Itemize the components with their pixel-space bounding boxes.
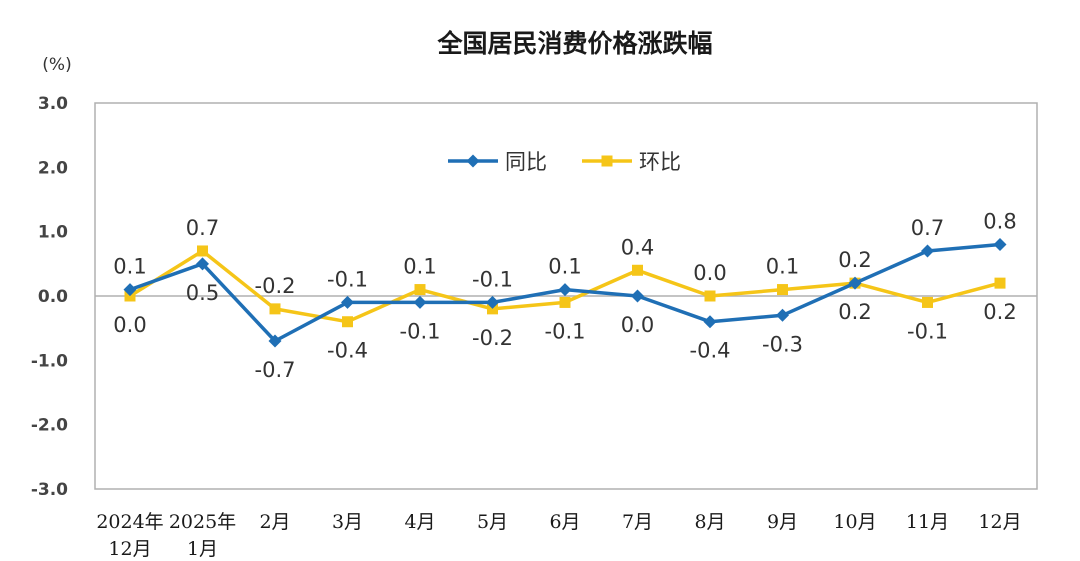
data-label: 0.0 <box>693 261 726 285</box>
series-marker-0 <box>703 315 717 329</box>
series-marker-0 <box>558 283 572 297</box>
y-tick-label: 0.0 <box>38 287 68 307</box>
data-label: -0.1 <box>545 319 586 343</box>
legend-marker-0 <box>466 154 480 168</box>
y-tick-label: -2.0 <box>31 416 68 436</box>
series-marker-0 <box>268 334 282 348</box>
x-tick-label: 7月 <box>622 511 653 533</box>
data-label: 0.2 <box>983 300 1016 324</box>
data-label: -0.4 <box>327 339 368 363</box>
legend: 同比 环比 <box>448 150 681 174</box>
x-tick-label: 5月 <box>477 511 508 533</box>
data-label: -0.1 <box>327 267 368 291</box>
legend-marker-1 <box>601 155 613 167</box>
x-tick-label: 8月 <box>694 511 725 533</box>
data-label: 0.1 <box>766 255 799 279</box>
series-marker-0 <box>921 244 934 258</box>
series-marker-1 <box>704 290 716 302</box>
x-tick-label: 2024年 12月 <box>96 511 163 560</box>
data-label: -0.1 <box>472 267 513 291</box>
series-marker-1 <box>342 316 353 328</box>
data-label: 0.0 <box>621 313 654 337</box>
data-label: -0.2 <box>255 274 296 298</box>
series-marker-1 <box>994 277 1006 289</box>
data-label: 0.4 <box>621 235 654 259</box>
y-tick-label: -1.0 <box>31 351 68 371</box>
x-tick-label: 2025年 1月 <box>169 511 236 560</box>
data-label: 0.1 <box>113 255 146 279</box>
series-marker-0 <box>993 238 1007 252</box>
data-label: 0.7 <box>186 216 219 240</box>
legend-label: 环比 <box>639 150 681 174</box>
data-label: 0.1 <box>403 255 436 279</box>
x-tick-label: 11月 <box>906 511 949 533</box>
series-marker-0 <box>413 295 427 309</box>
data-label: -0.7 <box>255 358 296 382</box>
chart-title: 全国居民消费价格涨跌幅 <box>436 29 712 58</box>
series-marker-1 <box>632 264 643 276</box>
y-tick-label: 2.0 <box>38 158 68 178</box>
series-marker-1 <box>777 284 788 296</box>
y-tick-label: 1.0 <box>38 223 68 243</box>
data-label: -0.2 <box>472 326 513 350</box>
data-label: -0.1 <box>907 319 948 343</box>
x-tick-label: 3月 <box>332 511 363 533</box>
data-label: 0.7 <box>911 216 944 240</box>
data-label: 0.5 <box>186 281 219 305</box>
series-marker-0 <box>631 289 644 303</box>
series-marker-1 <box>197 245 208 257</box>
series-marker-1 <box>922 296 933 308</box>
series-marker-1 <box>269 303 281 315</box>
data-label: 0.1 <box>548 255 581 279</box>
data-label: 0.2 <box>838 248 871 272</box>
data-label: 0.8 <box>983 210 1016 234</box>
series-marker-0 <box>341 295 354 309</box>
legend-label: 同比 <box>505 150 547 174</box>
data-label: -0.4 <box>690 339 731 363</box>
data-label: -0.1 <box>400 319 441 343</box>
y-unit-label: (%) <box>42 55 71 75</box>
x-tick-label: 4月 <box>404 511 435 533</box>
series-marker-0 <box>123 283 137 297</box>
series-marker-1 <box>414 284 426 296</box>
y-tick-label: -3.0 <box>31 480 68 500</box>
y-tick-label: 3.0 <box>38 94 68 114</box>
data-label: 0.2 <box>838 300 871 324</box>
x-tick-label: 6月 <box>549 511 580 533</box>
x-tick-label: 9月 <box>767 511 798 533</box>
data-label: -0.3 <box>762 332 803 356</box>
series-marker-0 <box>848 276 862 290</box>
series-marker-0 <box>486 295 499 309</box>
data-label: 0.0 <box>113 313 146 337</box>
series-marker-0 <box>196 257 209 271</box>
x-tick-label: 12月 <box>978 511 1021 533</box>
series-marker-1 <box>559 296 571 308</box>
x-tick-label: 10月 <box>833 511 876 533</box>
series-marker-0 <box>776 308 789 322</box>
x-tick-label: 2月 <box>259 511 290 533</box>
